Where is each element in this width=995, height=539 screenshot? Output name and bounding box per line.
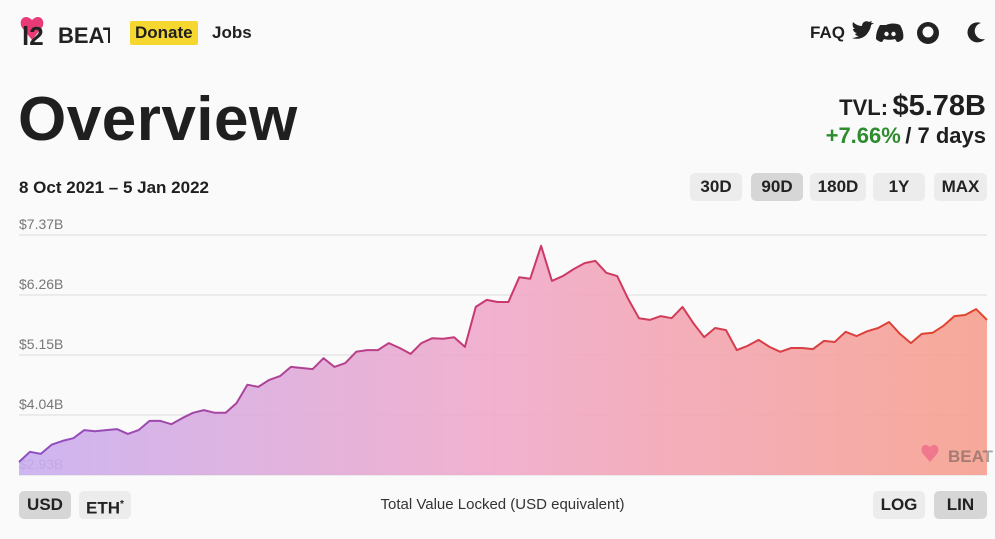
scale-button[interactable]: LOG bbox=[873, 491, 925, 519]
y-tick-label: $6.26B bbox=[19, 276, 63, 292]
tvl-change: +7.66% bbox=[825, 123, 901, 148]
social-icons bbox=[852, 21, 985, 44]
logo-mark: l2 bbox=[22, 21, 44, 48]
discord-eye bbox=[891, 31, 896, 37]
scale-button[interactable]: LIN bbox=[934, 491, 987, 519]
range-button[interactable]: 1Y bbox=[873, 173, 925, 201]
range-button[interactable]: MAX bbox=[934, 173, 987, 201]
twitter-icon[interactable] bbox=[852, 21, 874, 39]
tvl-box: TVL: $5.78B +7.66% / 7 days bbox=[826, 90, 986, 149]
watermark-text: BEAT bbox=[948, 447, 994, 466]
faq-link[interactable]: FAQ bbox=[810, 23, 845, 42]
github-face bbox=[922, 26, 934, 38]
footnote-mark: * bbox=[120, 499, 124, 510]
donate-link[interactable]: Donate bbox=[130, 21, 198, 45]
date-range: 8 Oct 2021 – 5 Jan 2022 bbox=[19, 178, 209, 197]
currency-button[interactable]: ETH* bbox=[79, 491, 131, 519]
range-button[interactable]: 30D bbox=[690, 173, 742, 201]
range-button[interactable]: 180D bbox=[810, 173, 866, 201]
theme-toggle[interactable] bbox=[967, 22, 985, 43]
range-button[interactable]: 90D bbox=[751, 173, 803, 201]
y-tick-label: $5.15B bbox=[19, 336, 63, 352]
logo[interactable]: l2 BEAT bbox=[18, 12, 110, 48]
tvl-value: $5.78B bbox=[892, 90, 986, 122]
chart: $2.93B$4.04B$5.15B$6.26B$7.37B BEAT bbox=[18, 216, 994, 476]
page-title: Overview bbox=[18, 85, 298, 154]
jobs-link[interactable]: Jobs bbox=[212, 23, 252, 42]
y-tick-label: $4.04B bbox=[19, 396, 63, 412]
watermark: BEAT bbox=[921, 444, 994, 466]
tvl-label: TVL: bbox=[839, 95, 889, 120]
currency-button[interactable]: USD bbox=[19, 491, 71, 519]
tvl-period: / 7 days bbox=[905, 123, 986, 148]
tvl-line bbox=[18, 244, 988, 463]
y-tick-label: $7.37B bbox=[19, 216, 63, 232]
watermark-heart bbox=[921, 444, 939, 462]
discord-eye bbox=[884, 31, 889, 37]
logo-heart bbox=[20, 17, 44, 40]
chart-caption: Total Value Locked (USD equivalent) bbox=[380, 496, 625, 513]
logo-text: BEAT bbox=[58, 23, 110, 48]
discord-icon[interactable] bbox=[876, 23, 904, 43]
area-fill bbox=[19, 245, 987, 475]
